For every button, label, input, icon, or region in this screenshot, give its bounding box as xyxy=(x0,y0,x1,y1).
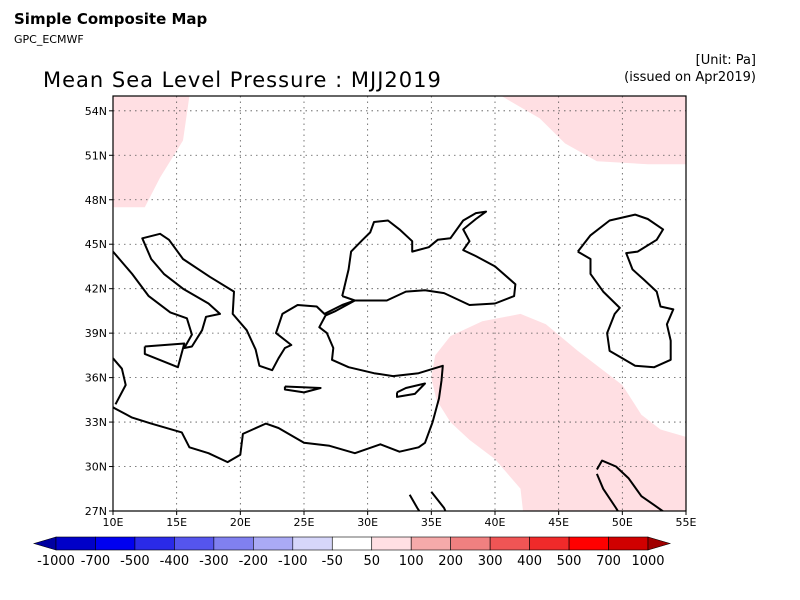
coastline-caspian xyxy=(577,213,675,369)
legend-label: -300 xyxy=(199,554,229,569)
legend-swatch xyxy=(213,536,254,551)
lon-tick-label: 10E xyxy=(103,516,124,529)
legend-swatch xyxy=(529,536,570,551)
legend-swatch xyxy=(32,536,57,551)
anomaly-region-northwest xyxy=(113,96,190,208)
legend-swatch xyxy=(95,536,136,551)
coastline-persian-gulf xyxy=(596,459,665,511)
legend-label: -50 xyxy=(322,554,343,569)
coastline-layer xyxy=(113,210,675,511)
legend-swatch xyxy=(608,536,649,551)
lat-tick-label: 33N xyxy=(85,416,107,429)
legend-swatch xyxy=(568,536,609,551)
lat-tick-label: 36N xyxy=(85,372,107,385)
unit-note: [Unit: Pa] xyxy=(695,53,756,68)
legend-swatch xyxy=(489,536,530,551)
legend-label: -500 xyxy=(120,554,150,569)
map-title: Mean Sea Level Pressure : MJJ2019 xyxy=(43,68,442,92)
lon-tick-label: 45E xyxy=(548,516,569,529)
legend-label: -1000 xyxy=(37,554,75,569)
app-title: Simple Composite Map xyxy=(14,10,208,28)
legend-swatch xyxy=(371,536,412,551)
legend-swatch xyxy=(647,536,672,551)
coastline-tunisia-north xyxy=(113,357,127,405)
axis-tick-layer: 10E 15E 20E 25E 30E 35E 40E 45E 50E 55E 27N 30N 33N 3… xyxy=(85,105,697,529)
coastline-crete xyxy=(283,385,322,394)
legend-swatch xyxy=(253,536,294,551)
coastline-red-sea-west xyxy=(408,494,421,511)
legend-swatch xyxy=(410,536,451,551)
legend-label: 100 xyxy=(399,554,424,569)
lat-tick-label: 48N xyxy=(85,194,107,207)
anomaly-region-northeast xyxy=(501,96,686,165)
lon-tick-label: 25E xyxy=(294,516,315,529)
lat-tick-label: 45N xyxy=(85,238,107,251)
legend-label: -700 xyxy=(81,554,111,569)
lon-tick-label: 40E xyxy=(485,516,506,529)
legend-label: -200 xyxy=(239,554,269,569)
coastline-kuwait xyxy=(595,473,619,511)
legend-label: 300 xyxy=(478,554,503,569)
lon-tick-label: 30E xyxy=(357,516,378,529)
app-subtitle: GPC_ECMWF xyxy=(14,33,84,46)
legend-label: 1000 xyxy=(631,554,664,569)
legend-swatch xyxy=(292,536,333,551)
grid-layer xyxy=(112,96,687,512)
coastline-red-sea-east xyxy=(430,491,447,511)
legend-swatch xyxy=(134,536,175,551)
legend-label: 500 xyxy=(557,554,582,569)
lon-tick-label: 35E xyxy=(421,516,442,529)
legend-label: 700 xyxy=(596,554,621,569)
anomaly-fill-layer xyxy=(113,96,686,511)
lon-tick-label: 50E xyxy=(612,516,633,529)
legend-label: 400 xyxy=(517,554,542,569)
legend-label: -400 xyxy=(160,554,190,569)
lon-tick-label: 55E xyxy=(676,516,697,529)
anomaly-region-southeast xyxy=(431,313,686,511)
coastline-italy-balkans-turkey-levant-africa xyxy=(113,232,444,464)
coastline-black-sea xyxy=(341,210,517,306)
lon-tick-label: 20E xyxy=(230,516,251,529)
legend-swatch xyxy=(174,536,215,551)
lat-tick-label: 39N xyxy=(85,327,107,340)
legend-swatch xyxy=(450,536,491,551)
issued-note: (issued on Apr2019) xyxy=(624,70,756,85)
lat-tick-label: 54N xyxy=(85,105,107,118)
lat-tick-label: 42N xyxy=(85,283,107,296)
legend-label: -100 xyxy=(278,554,308,569)
legend-swatch xyxy=(331,536,373,551)
colorbar-legend: -1000 -700 -500 -400 -300 -200 -100 -50 50 100 200… xyxy=(32,536,672,569)
legend-label: 200 xyxy=(438,554,463,569)
lon-tick-label: 15E xyxy=(166,516,187,529)
lat-tick-label: 30N xyxy=(85,461,107,474)
legend-label: 50 xyxy=(363,554,380,569)
coastline-sicily xyxy=(143,342,186,369)
legend-swatch xyxy=(55,536,96,551)
lat-tick-label: 51N xyxy=(85,149,107,162)
map-frame xyxy=(112,95,687,512)
lat-tick-label: 27N xyxy=(85,505,107,518)
coastline-cyprus xyxy=(396,382,426,398)
